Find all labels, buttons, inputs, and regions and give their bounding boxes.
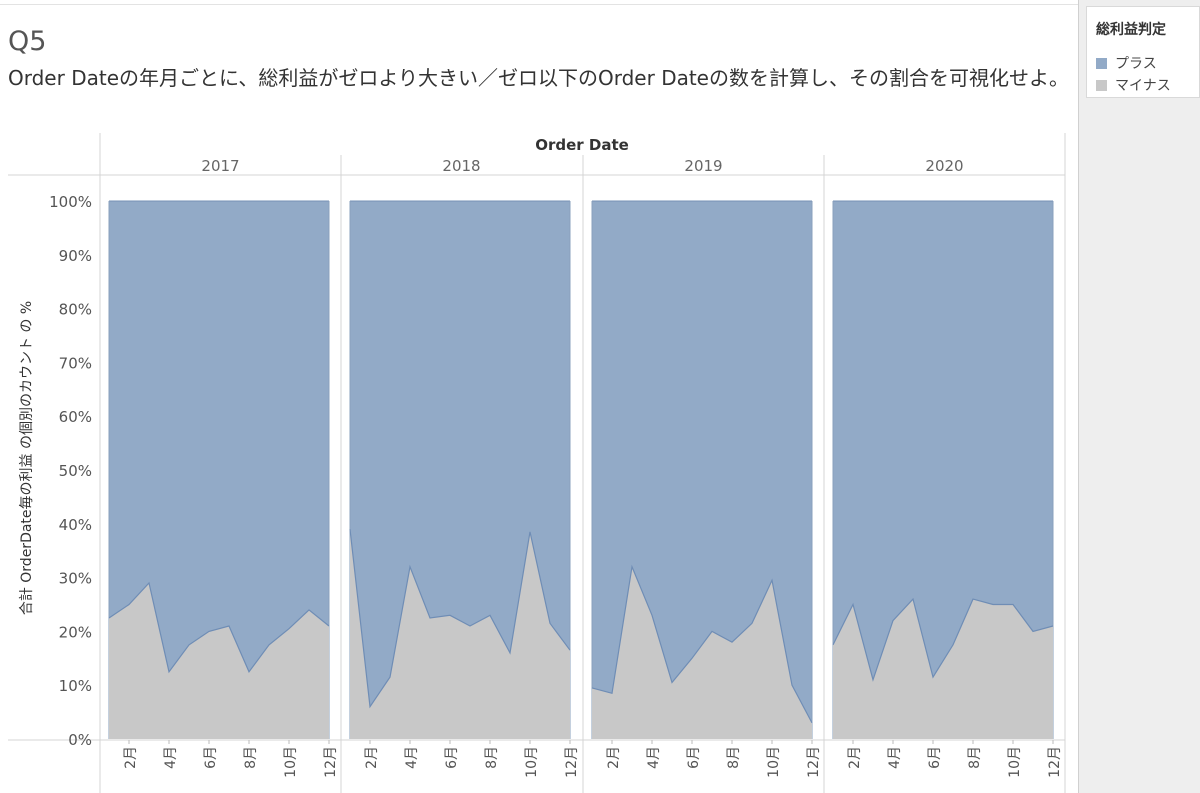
legend: 総利益判定 プラス マイナス (1086, 6, 1200, 98)
y-axis-title: 合計 OrderDate毎の利益 の個別のカウント の % (19, 301, 35, 615)
y-tick-label: 100% (49, 193, 92, 211)
series-boundary-line (108, 581, 330, 674)
y-tick-label: 40% (59, 516, 92, 534)
series-boundary-line (349, 529, 571, 709)
x-tick-label: 10月 (283, 746, 299, 778)
x-tick-label: 4月 (646, 746, 662, 769)
top-border (0, 0, 1078, 5)
page-title: Q5 (8, 26, 47, 57)
column-header: Order Date (535, 136, 629, 154)
x-tick-label: 4月 (404, 746, 420, 769)
legend-swatch-plus (1096, 58, 1107, 69)
legend-swatch-minus (1096, 80, 1107, 91)
series-minus-area (592, 566, 812, 739)
x-tick-label: 2月 (364, 746, 380, 769)
x-tick-label: 12月 (1047, 746, 1063, 778)
x-tick-label: 8月 (726, 746, 742, 769)
year-header: 2020 (925, 157, 963, 175)
x-tick-label: 12月 (323, 746, 339, 778)
series-minus-area (350, 529, 570, 739)
series-boundary-line (832, 597, 1054, 682)
x-tick-label: 6月 (927, 746, 943, 769)
y-tick-label: 80% (59, 301, 92, 319)
x-tick-label: 6月 (444, 746, 460, 769)
y-tick-label: 60% (59, 408, 92, 426)
legend-label-plus: プラス (1115, 56, 1157, 72)
x-tick-label: 4月 (163, 746, 179, 769)
y-tick-label: 90% (59, 247, 92, 265)
legend-label-minus: マイナス (1115, 78, 1171, 94)
year-header: 2019 (684, 157, 722, 175)
series-minus-area (109, 583, 329, 739)
page-subtitle: Order Dateの年月ごとに、総利益がゼロより大きい／ゼロ以下のOrder … (8, 66, 1069, 90)
x-tick-label: 2月 (847, 746, 863, 769)
x-tick-label: 8月 (484, 746, 500, 769)
y-tick-label: 0% (68, 731, 92, 749)
y-tick-label: 20% (59, 623, 92, 641)
x-tick-label: 4月 (887, 746, 903, 769)
x-tick-label: 2月 (123, 746, 139, 769)
series-minus-area (833, 599, 1053, 739)
side-panel (1078, 0, 1200, 793)
y-tick-label: 30% (59, 570, 92, 588)
x-tick-label: 10月 (1007, 746, 1023, 778)
x-tick-label: 6月 (203, 746, 219, 769)
x-tick-label: 12月 (806, 746, 822, 778)
y-tick-label: 70% (59, 354, 92, 372)
x-tick-label: 12月 (564, 746, 580, 778)
year-header: 2017 (201, 157, 239, 175)
x-tick-label: 10月 (524, 746, 540, 778)
x-tick-label: 6月 (686, 746, 702, 769)
series-boundary-line (591, 564, 813, 724)
x-tick-label: 2月 (606, 746, 622, 769)
legend-item-minus[interactable]: マイナス (1096, 75, 1171, 94)
legend-item-plus[interactable]: プラス (1096, 53, 1157, 72)
y-tick-label: 50% (59, 462, 92, 480)
legend-title: 総利益判定 (1096, 22, 1166, 38)
year-header: 2018 (442, 157, 480, 175)
area-chart: Order Date 合計 OrderDate毎の利益 の個別のカウント の % 0… (8, 133, 1066, 793)
y-tick-label: 10% (59, 677, 92, 695)
x-tick-label: 8月 (967, 746, 983, 769)
x-tick-label: 10月 (766, 746, 782, 778)
x-tick-label: 8月 (243, 746, 259, 769)
